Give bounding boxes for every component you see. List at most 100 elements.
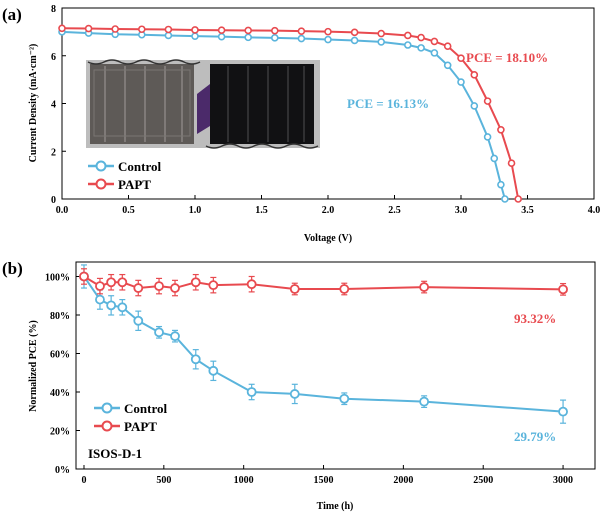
stability-point-control [170,331,180,342]
x-tick-label-b: 500 [156,475,171,486]
legend-b-papt-label: PAPT [124,419,157,434]
y-tick-label-b: 60% [50,349,70,360]
stability-point-papt [558,284,568,295]
jv-point-papt [138,25,146,34]
y-axis-label-b: Normalized PCE (%) [28,320,39,412]
jv-point-papt [191,26,199,34]
stability-point-control [95,294,105,305]
stability-point-papt [95,281,105,292]
stability-point-papt [133,283,144,293]
jv-point-papt [164,25,173,34]
stability-point-papt [246,279,257,290]
legend-a-control-marker [95,160,107,172]
x-tick-label-b: 1500 [314,475,334,486]
jv-point-papt [324,27,332,36]
stability-point-control [246,387,257,397]
annotation-pce-papt: PCE = 18.10% [466,50,548,65]
x-tick-label-b: 2000 [393,475,413,486]
stability-point-papt [190,277,201,288]
panel-b: (b) 0 500 1000 1500 2000 2500 3000 0% 20% 40% 60% 8… [2,259,596,512]
jv-point-control [270,34,279,42]
jv-point-control [417,44,425,52]
jv-point-papt [457,54,465,62]
jv-point-papt [377,29,386,38]
jv-point-papt [497,125,505,134]
legend-a-control-label: Control [118,159,161,174]
stability-point-control [339,393,350,404]
jv-point-control [350,36,359,45]
x-tick-label-a: 0.5 [122,205,135,216]
jv-point-papt [297,27,306,35]
x-tick-label-b: 0 [81,475,86,486]
stability-point-control [154,327,164,338]
jv-point-control [217,32,226,41]
jv-point-control [403,41,412,49]
device-photo-inset [86,59,320,149]
x-tick-label-b: 1000 [234,475,254,486]
x-axis-label-b: Time (h) [317,501,354,512]
stability-point-papt [117,277,128,288]
jv-point-papt [84,24,93,33]
y-tick-label-b: 80% [50,311,70,322]
jv-point-papt [244,26,252,35]
jv-curves [58,24,522,203]
panel-label-a: (a) [2,5,22,24]
stability-point-control [208,365,219,376]
y-tick-label-a: 0 [51,195,56,206]
jv-point-control [470,102,479,110]
jv-point-control [164,31,173,40]
y-tick-label-b: 40% [50,388,70,399]
legend-b-papt-marker [101,420,113,432]
stability-point-papt [106,277,117,288]
end-label-papt: 93.32% [514,311,556,326]
jv-point-control [483,133,492,141]
y-tick-label-a: 4 [51,100,56,111]
test-protocol-label: ISOS-D-1 [88,446,142,461]
jv-point-control [191,32,199,40]
stability-point-papt [339,284,350,294]
jv-point-papt [430,37,439,46]
jv-point-control [244,33,252,42]
legend-b-control-marker [101,402,113,414]
y-tick-label-b: 100% [45,272,70,283]
stability-point-control [190,354,201,365]
annotation-pce-control: PCE = 16.13% [347,96,429,111]
legend-b-control-label: Control [124,401,167,416]
jv-point-control [377,38,386,46]
jv-point-papt [417,33,425,42]
legend-a-papt-marker [95,178,107,190]
y-tick-label-b: 0% [55,465,70,476]
jv-point-control [443,61,452,70]
plot-frame-b [75,261,596,470]
stability-point-papt [154,281,164,292]
jv-point-control [457,78,465,86]
stability-point-papt [79,271,89,282]
axis-ticks-b: 0 500 1000 1500 2000 2500 3000 0% 20% 40% 60% 80% 10… [45,272,573,486]
jv-point-papt [470,71,479,79]
stability-point-control [289,389,300,399]
y-tick-label-b: 20% [50,426,70,437]
jv-point-control [501,195,509,203]
x-tick-label-b: 2500 [473,475,493,486]
y-tick-label-a: 6 [51,52,56,63]
y-tick-label-a: 8 [51,4,56,15]
x-tick-label-a: 0.0 [56,205,69,216]
jv-point-papt [270,26,279,35]
stability-point-papt [289,284,300,294]
jv-point-papt [483,97,492,105]
stability-point-control [133,315,144,326]
stability-point-papt [208,280,219,291]
legend-b: Control PAPT [94,401,167,434]
jv-point-papt [58,24,66,33]
jv-point-papt [111,25,119,33]
x-tick-label-a: 2.5 [388,205,401,216]
jv-point-control [297,34,306,43]
y-tick-label-a: 2 [51,147,56,158]
panel-label-b: (b) [2,259,23,278]
x-tick-label-b: 3000 [553,475,573,486]
stability-point-control [106,300,117,311]
stability-point-papt [419,282,430,292]
x-tick-label-a: 3.0 [455,205,468,216]
end-label-control: 29.79% [514,429,556,444]
